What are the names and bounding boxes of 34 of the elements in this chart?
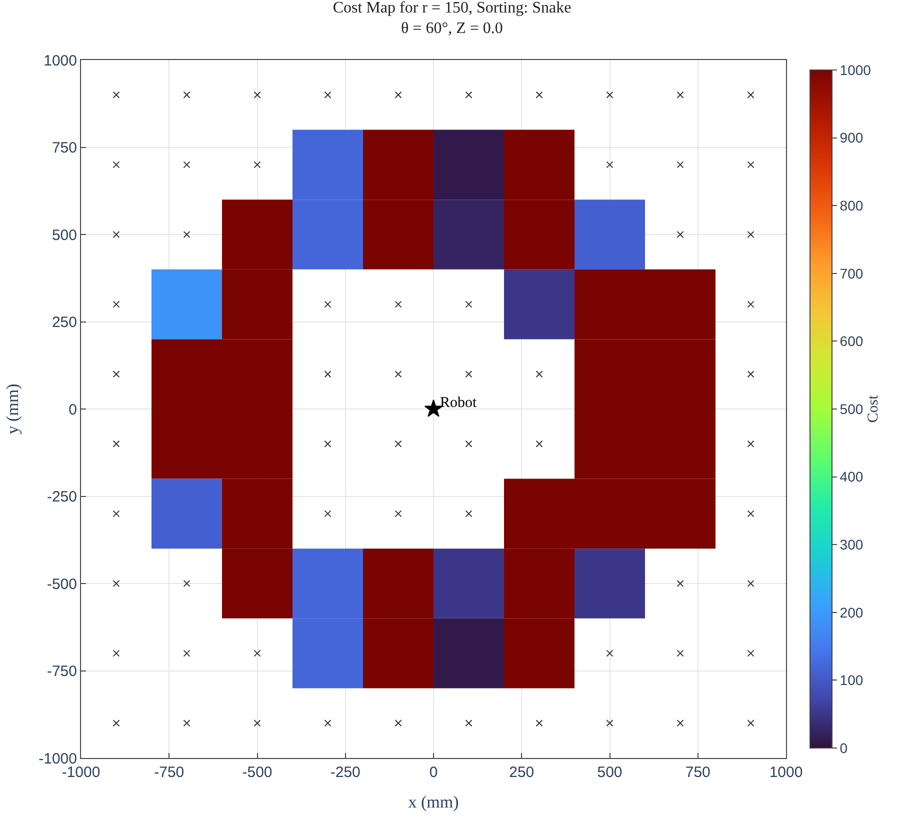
chart-subtitle: θ = 60°, Z = 0.0 (401, 20, 503, 38)
color-bar-label: 1000 (840, 62, 872, 78)
y-tick-label: -250 (46, 488, 77, 506)
y-tick-label: -500 (46, 576, 77, 593)
y-axis-title: y (mm) (3, 384, 22, 434)
color-bar-label: 400 (840, 468, 864, 485)
y-tick-label: -1000 (38, 750, 77, 768)
y-tick-label: 0 (68, 401, 77, 418)
y-tick-label: 750 (52, 140, 77, 156)
x-tick-label: 500 (597, 764, 622, 781)
y-tick-label: -750 (46, 663, 77, 680)
color-bar-label: 0 (840, 740, 848, 756)
y-tick-label: 500 (52, 226, 77, 244)
color-bar-label: 800 (840, 198, 864, 214)
color-bar-label: 200 (840, 604, 864, 620)
color-bar-label: 100 (840, 672, 864, 688)
color-bar-label: 300 (840, 536, 864, 552)
x-tick-label: 250 (509, 764, 534, 781)
color-bar-label: 900 (840, 130, 864, 146)
y-tick-label: 1000 (44, 52, 77, 70)
color-bar-title: Cost (865, 394, 882, 423)
x-tick-label: 1000 (769, 764, 803, 781)
x-tick-label: 0 (429, 764, 438, 781)
x-tick-label: -250 (330, 764, 360, 781)
annotation: Robot (440, 395, 478, 411)
x-tick-label: -500 (242, 764, 272, 781)
color-bar-label: 500 (840, 400, 864, 417)
x-tick-label: 750 (685, 764, 710, 781)
color-bar-label: 700 (840, 265, 864, 282)
x-tick-label: -750 (154, 764, 184, 781)
y-tick-label: 250 (52, 314, 77, 331)
color-bar-label: 600 (840, 333, 864, 350)
chart-title: Cost Map for r = 150, Sorting: Snake (332, 0, 572, 16)
x-axis-title: x (mm) (408, 792, 459, 812)
